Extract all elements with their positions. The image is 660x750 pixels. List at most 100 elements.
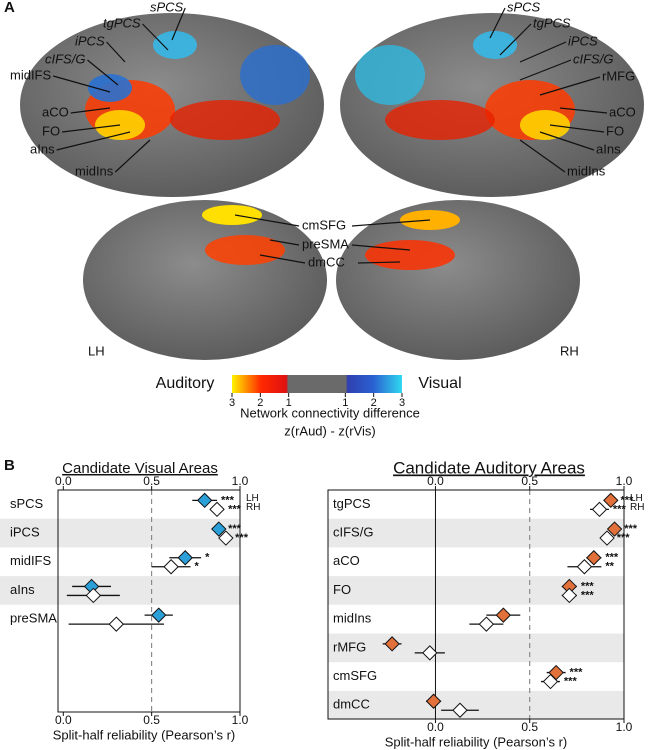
colorbar-tick-label: 1 <box>342 397 348 409</box>
row-label: cmSFG <box>333 668 377 683</box>
region-label: aIns <box>30 141 55 156</box>
significance-label: *** <box>564 675 578 687</box>
colorbar-label: Auditory <box>156 375 215 392</box>
x-tick-label: 0.5 <box>143 474 160 488</box>
diamond-marker <box>495 607 512 623</box>
significance-label: *** <box>605 552 619 564</box>
x-tick-label: 1.0 <box>232 474 249 488</box>
significance-label: *** <box>235 532 249 544</box>
row-label: preSMA <box>10 611 57 626</box>
leader-line <box>489 7 506 39</box>
row-shade <box>328 518 624 548</box>
legend-entry: RH <box>246 502 260 513</box>
row-shade <box>328 576 624 605</box>
row-shade <box>328 690 624 720</box>
significance-label: *** <box>581 589 595 601</box>
significance-label: ** <box>605 561 614 573</box>
panel-letter: B <box>4 457 15 474</box>
leader-line <box>351 244 411 251</box>
region-label: sPCS <box>507 0 541 14</box>
x-tick-label: 0.5 <box>521 720 538 734</box>
colorbar-tick-label: 3 <box>229 397 235 409</box>
diamond-marker <box>542 673 559 690</box>
leader-line <box>519 59 572 81</box>
leader-line <box>357 261 401 264</box>
diamond-marker <box>196 492 213 509</box>
significance-label: *** <box>228 503 242 515</box>
significance-label: *** <box>570 666 584 678</box>
hemisphere-label: LH <box>88 343 105 358</box>
diamond-marker <box>603 492 619 509</box>
row-label: aIns <box>10 582 35 597</box>
significance-label: *** <box>617 532 631 544</box>
diamond-marker <box>163 559 179 575</box>
plot-frame <box>327 489 625 720</box>
row-label: FO <box>333 582 351 597</box>
region-label: midIns <box>75 163 114 178</box>
row-label: sPCS <box>10 496 44 511</box>
leader-line <box>114 139 151 173</box>
x-tick-label: 0.0 <box>55 474 72 488</box>
diamond-marker <box>384 636 400 652</box>
x-tick-label: 0.0 <box>427 720 444 734</box>
significance-label: *** <box>221 494 235 506</box>
chart-title: Candidate Auditory Areas <box>393 458 585 477</box>
leader-line <box>499 23 532 56</box>
diamond-marker <box>151 607 167 623</box>
significance-label: *** <box>613 503 627 515</box>
row-label: cIFS/G <box>333 524 373 539</box>
leader-line <box>56 131 131 151</box>
x-tick-label: 1.0 <box>232 713 249 727</box>
region-label: tgPCS <box>103 15 141 30</box>
leader-line <box>351 219 431 227</box>
colorbar-tick-label: 2 <box>371 397 377 409</box>
row-label: aCO <box>333 553 360 568</box>
region-label: iPCS <box>568 33 598 48</box>
diamond-marker <box>422 645 438 661</box>
row-label: iPCS <box>10 524 40 539</box>
diamond-marker <box>211 521 227 537</box>
significance-label: * <box>205 552 210 564</box>
region-label: sPCS <box>150 0 184 14</box>
leader-line <box>559 107 608 114</box>
significance-label: * <box>195 561 200 573</box>
leader-line <box>53 75 111 93</box>
significance-label: *** <box>228 523 242 535</box>
region-label: iPCS <box>75 33 105 48</box>
leader-line <box>549 124 605 133</box>
diamond-marker <box>576 559 593 575</box>
colorbar-tick-label: 1 <box>286 397 292 409</box>
x-tick-label: 0.5 <box>521 474 538 488</box>
significance-label: *** <box>620 494 634 506</box>
leader-line <box>519 41 567 63</box>
row-label: midIns <box>333 611 372 626</box>
colorbar-label: Visual <box>418 375 461 392</box>
region-label: midIns <box>567 163 606 178</box>
leader-line <box>61 124 121 133</box>
colorbar-gradient <box>232 375 402 393</box>
row-shade <box>0 576 240 605</box>
region-label: tgPCS <box>533 15 571 30</box>
row-label: tgPCS <box>333 496 371 511</box>
region-label: aCO <box>42 104 69 119</box>
leader-line <box>259 254 306 264</box>
diamond-marker <box>591 501 608 518</box>
leader-line <box>539 131 595 151</box>
row-shade <box>0 518 240 548</box>
region-label: cIFS/G <box>573 51 613 66</box>
legend-entry: LH <box>246 493 259 504</box>
region-label: rMFG <box>602 68 635 83</box>
row-label: rMFG <box>333 639 366 654</box>
region-label: FO <box>42 123 60 138</box>
x-tick-label: 1.0 <box>616 720 633 734</box>
row-shade <box>328 633 624 663</box>
x-tick-label: 0.5 <box>143 713 160 727</box>
row-label: midIFS <box>10 553 52 568</box>
leader-line <box>106 41 126 63</box>
leader-line <box>142 23 169 51</box>
region-label: aCO <box>609 104 636 119</box>
x-tick-label: 1.0 <box>616 474 633 488</box>
x-tick-label: 0.0 <box>427 474 444 488</box>
region-label: FO <box>606 123 624 138</box>
